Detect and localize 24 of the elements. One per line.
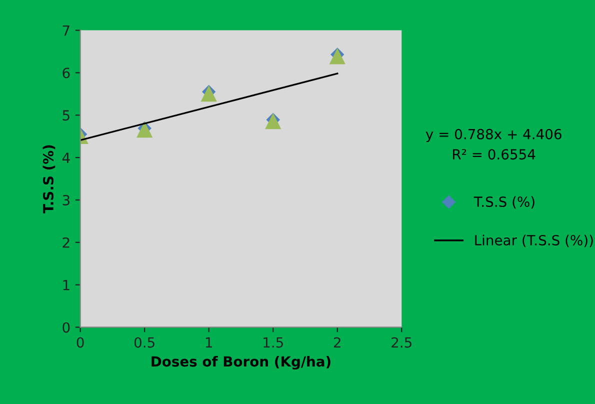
y-tick-label: 7 [62,25,70,36]
y-tick-label: 1 [63,280,70,290]
y-tick-label: 0 [62,322,70,333]
point [136,122,152,138]
text: R² = 0.6554 [453,149,536,160]
x-tick-label: 2.5 [392,337,412,348]
point [330,48,346,64]
y-tick-label: 6 [62,68,70,78]
legend-label: Linear (T.S.S (%)) [475,234,593,248]
y-tick-label: 2 [62,237,70,248]
y-axis-title: T.S.S (%) [42,145,56,214]
point [201,86,216,102]
x-tick-label: 1.5 [264,337,283,348]
text: y = 0.788x + 4.406 [426,128,562,142]
y-tick-label: 3 [62,194,70,206]
x-tick-label: 0.5 [134,337,154,348]
y-tick-label: 4 [62,152,70,163]
point [265,114,281,130]
legend-label: T.S.S (%) [474,196,534,209]
x-tick-label: 1 [206,337,212,348]
x-tick-label: 2 [334,337,340,348]
x-axis-title: Doses of Boron (Kg/ha) [152,356,330,370]
y-tick-label: 5 [62,110,70,121]
x-tick-label: 0 [76,337,84,348]
